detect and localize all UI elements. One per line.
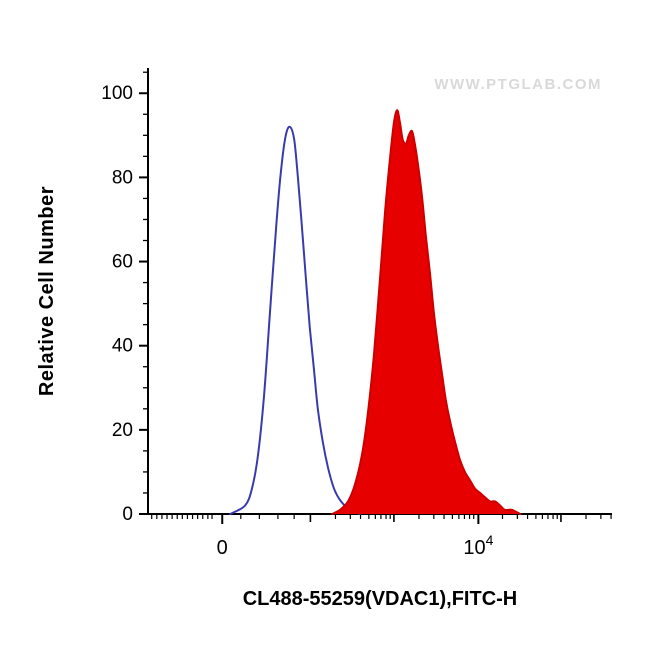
watermark-text: WWW.PTGLAB.COM [434,76,602,93]
y-tick-label: 0 [122,504,133,525]
y-tick-label: 40 [112,336,133,357]
y-axis-title: Relative Cell Number [30,68,64,514]
y-tick-label: 20 [112,420,133,441]
x-tick-label: 0 [217,537,228,559]
VDAC1-stained-curve [331,109,522,515]
x-axis-title: CL488-55259(VDAC1),FITC-H [242,588,518,610]
VDAC1-stained-curve-fill [332,110,521,514]
x-tick-label: 104 [463,532,493,559]
y-tick-label: 100 [101,83,133,104]
y-axis-title-text: Relative Cell Number [35,185,58,397]
control-curve [229,125,361,515]
y-tick-label: 80 [112,167,133,188]
y-tick-label: 60 [112,252,133,273]
